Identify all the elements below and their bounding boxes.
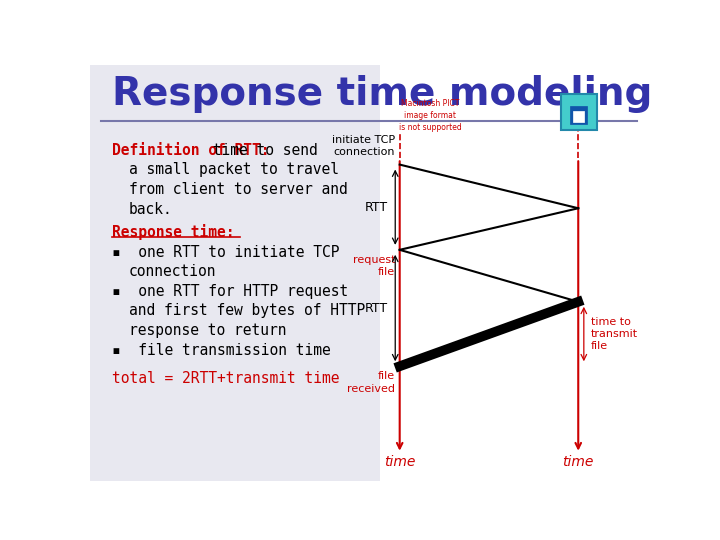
- FancyBboxPatch shape: [573, 111, 585, 122]
- Text: Definition of RTT:: Definition of RTT:: [112, 143, 270, 158]
- Text: ▪  one RTT for HTTP request: ▪ one RTT for HTTP request: [112, 284, 348, 299]
- FancyBboxPatch shape: [570, 106, 588, 124]
- Text: initiate TCP
connection: initiate TCP connection: [332, 134, 395, 157]
- Text: from client to server and: from client to server and: [129, 182, 348, 197]
- Text: time: time: [384, 455, 415, 469]
- FancyBboxPatch shape: [561, 94, 597, 131]
- Text: time to
transmit
file: time to transmit file: [590, 316, 638, 352]
- Text: ▪  file transmission time: ▪ file transmission time: [112, 343, 331, 358]
- Text: Response time modeling: Response time modeling: [112, 75, 653, 113]
- Text: response to return: response to return: [129, 322, 287, 338]
- Text: request
file: request file: [353, 255, 395, 277]
- Text: time: time: [562, 455, 594, 469]
- Text: total = 2RTT+transmit time: total = 2RTT+transmit time: [112, 371, 340, 386]
- Text: time to send: time to send: [204, 143, 318, 158]
- Text: ▪  one RTT to initiate TCP: ▪ one RTT to initiate TCP: [112, 245, 340, 260]
- Text: and first few bytes of HTTP: and first few bytes of HTTP: [129, 303, 365, 319]
- FancyBboxPatch shape: [90, 65, 380, 481]
- Text: RTT: RTT: [364, 301, 387, 314]
- Text: file
received: file received: [347, 371, 395, 394]
- Text: connection: connection: [129, 264, 217, 279]
- Text: a small packet to travel: a small packet to travel: [129, 162, 339, 177]
- Text: RTT: RTT: [364, 201, 387, 214]
- Text: Macintosh PICT
image format
is not supported: Macintosh PICT image format is not suppo…: [399, 99, 462, 132]
- Text: Response time:: Response time:: [112, 224, 235, 240]
- Text: back.: back.: [129, 202, 173, 217]
